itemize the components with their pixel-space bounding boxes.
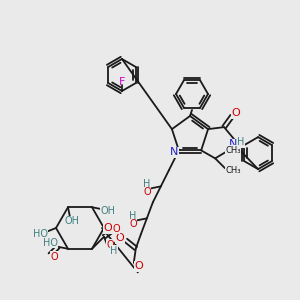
Text: O: O — [232, 108, 240, 118]
Text: O: O — [106, 240, 114, 250]
Text: CH₃: CH₃ — [225, 146, 241, 155]
Text: H: H — [237, 137, 245, 147]
Text: H: H — [110, 246, 118, 256]
Text: F: F — [119, 77, 125, 87]
Text: H: H — [143, 179, 151, 189]
Text: O: O — [143, 188, 151, 197]
Text: O: O — [134, 261, 143, 272]
Text: O: O — [103, 223, 112, 233]
Text: O: O — [129, 219, 136, 230]
Text: OH: OH — [64, 216, 80, 226]
Text: CH₃: CH₃ — [225, 166, 241, 175]
Text: O: O — [112, 224, 120, 234]
Text: N: N — [229, 139, 237, 149]
Text: O: O — [116, 233, 124, 243]
Text: OH: OH — [100, 206, 116, 216]
Text: N: N — [169, 147, 178, 158]
Text: HO: HO — [43, 238, 58, 248]
Text: O: O — [50, 252, 58, 262]
Text: HO: HO — [32, 229, 47, 239]
Text: H: H — [129, 212, 136, 221]
